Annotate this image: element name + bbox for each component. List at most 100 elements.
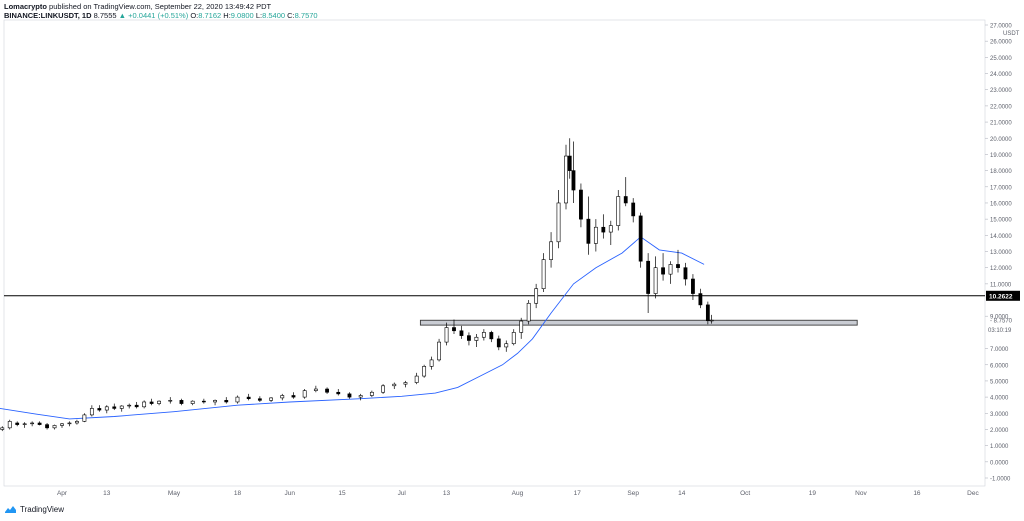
candle-body <box>37 422 42 425</box>
tradingview-logo-icon <box>5 506 16 513</box>
author-name: Lomacrypto <box>4 2 47 11</box>
candle-body <box>224 400 229 403</box>
x-tick-label: 18 <box>234 490 242 497</box>
x-tick-label: 15 <box>338 490 346 497</box>
x-tick-label: 17 <box>574 490 582 497</box>
candle-body <box>104 406 109 411</box>
y-tick-label: -1.0000 <box>990 477 1011 483</box>
hline-price-label: 10.2622 <box>989 293 1013 300</box>
candle-body <box>608 225 613 233</box>
symbol-legend: BINANCE:LINKUSDT, 1D 8.7555 ▲ +0.0441 (+… <box>4 11 318 20</box>
candle-body <box>586 218 591 244</box>
candle-body <box>616 196 621 226</box>
open-label: O: <box>190 11 199 20</box>
y-tick-label: 14.0000 <box>990 234 1012 240</box>
y-tick-label: 9.0000 <box>990 315 1009 321</box>
candle-body <box>638 215 643 262</box>
y-tick-label: 20.0000 <box>990 137 1012 143</box>
candle-body <box>676 264 680 268</box>
candle-body <box>369 391 374 396</box>
candle-body <box>67 422 72 425</box>
candle-body <box>134 404 139 408</box>
candle-body <box>302 390 307 398</box>
y-tick-label: 15.0000 <box>990 218 1012 224</box>
candle-body <box>280 395 285 399</box>
y-tick-label: 22.0000 <box>990 104 1012 110</box>
candle-body <box>313 388 318 391</box>
candle-body <box>534 288 539 304</box>
candle-body <box>190 400 195 404</box>
tradingview-brand: TradingView <box>20 505 65 514</box>
candle-body <box>661 267 665 275</box>
candle-body <box>269 397 273 401</box>
candle-body <box>0 427 5 430</box>
low-value: 8.5400 <box>262 11 286 20</box>
candle-body <box>179 400 184 404</box>
candle-body <box>7 421 12 429</box>
y-tick-label: 7.0000 <box>990 347 1009 353</box>
candle-body <box>579 189 583 220</box>
candle-body <box>653 267 658 294</box>
x-tick-label: 16 <box>913 490 921 497</box>
x-tick-label: 14 <box>678 490 686 497</box>
y-tick-label: 1.0000 <box>990 444 1009 450</box>
y-tick-label: 26.0000 <box>990 40 1012 46</box>
candle-body <box>631 202 636 217</box>
x-tick-label: Nov <box>855 490 867 497</box>
candle-body <box>519 320 524 333</box>
last-price: 8.7555 <box>93 11 117 20</box>
candle-body <box>709 319 714 322</box>
candle-body <box>437 341 441 361</box>
y-tick-label: 5.0000 <box>990 379 1009 385</box>
candle-body <box>89 408 94 416</box>
high-label: H: <box>223 11 231 20</box>
bar-countdown-label: 03:10:19 <box>988 328 1012 334</box>
candle-body <box>157 400 161 404</box>
candle-body <box>45 424 49 429</box>
symbol-name[interactable]: BINANCE:LINKUSDT, 1D <box>4 11 92 20</box>
candle-body <box>452 327 456 332</box>
y-tick-label: 25.0000 <box>990 56 1012 62</box>
hline-price-tag <box>986 290 1020 301</box>
candle-body <box>526 302 531 322</box>
y-tick-label: 17.0000 <box>990 185 1012 191</box>
y-tick-label: 19.0000 <box>990 153 1012 159</box>
x-tick-label: Apr <box>57 490 68 497</box>
y-tick-label: 18.0000 <box>990 169 1012 175</box>
publish-text: published on TradingView.com, September … <box>49 2 272 11</box>
moving-average-line <box>0 236 705 420</box>
candle-body <box>246 396 251 400</box>
y-tick-label: 13.0000 <box>990 250 1012 256</box>
candle-body <box>414 375 419 383</box>
candle-body <box>82 414 87 422</box>
support-zone <box>419 319 858 326</box>
plot-frame <box>3 19 986 487</box>
candle-body <box>168 400 173 402</box>
candle-body <box>567 155 572 171</box>
candle-body <box>97 408 102 411</box>
candle-body <box>422 366 427 377</box>
candle-body <box>593 226 598 244</box>
candle-body <box>30 422 35 425</box>
candle-body <box>705 304 710 322</box>
candle-body <box>392 383 397 387</box>
candle-body <box>489 332 494 340</box>
y-tick-label: 21.0000 <box>990 121 1012 127</box>
y-tick-label: 0.0000 <box>990 460 1009 466</box>
candle-body <box>429 359 434 367</box>
x-tick-label: 19 <box>809 490 817 497</box>
y-tick-label: 3.0000 <box>990 412 1009 418</box>
y-tick-label: 4.0000 <box>990 396 1009 402</box>
y-tick-label: 2.0000 <box>990 428 1009 434</box>
candle-body <box>325 388 329 393</box>
y-tick-label: 24.0000 <box>990 72 1012 78</box>
candle-body <box>127 404 132 407</box>
candle-body <box>75 421 79 424</box>
candle-body <box>201 400 206 403</box>
candle-body <box>15 422 20 425</box>
candle-body <box>459 330 464 336</box>
price-change: ▲ +0.0441 (+0.51%) <box>118 11 189 20</box>
candle-body <box>213 400 217 403</box>
candle-body <box>496 338 501 348</box>
